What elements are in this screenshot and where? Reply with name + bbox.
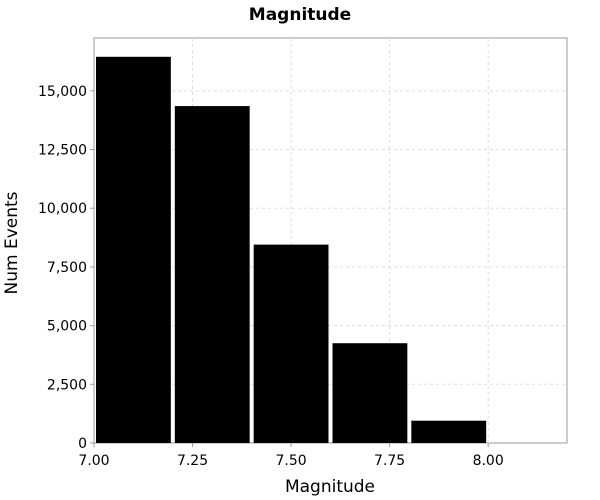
y-tick-label: 7,500 bbox=[47, 260, 87, 276]
y-tick-label: 5,000 bbox=[47, 319, 87, 335]
bars bbox=[96, 56, 487, 444]
histogram-bar bbox=[96, 56, 171, 444]
y-tick-label: 0 bbox=[78, 436, 87, 452]
y-tick-label: 10,000 bbox=[38, 201, 87, 217]
histogram-bar bbox=[332, 343, 408, 443]
y-axis-label: Num Events bbox=[2, 191, 22, 294]
x-tick-label: 7.25 bbox=[177, 453, 208, 469]
x-tick-label: 7.75 bbox=[374, 453, 405, 469]
histogram-bar bbox=[253, 244, 329, 443]
y-axis-ticks: 0 2,500 5,000 7,500 10,000 12,500 15,000 bbox=[38, 84, 94, 452]
x-tick-label: 7.00 bbox=[78, 453, 109, 469]
y-tick-label: 2,500 bbox=[47, 377, 87, 393]
histogram-bar bbox=[411, 420, 487, 443]
x-axis-label: Magnitude bbox=[285, 477, 375, 497]
y-tick-label: 12,500 bbox=[38, 143, 87, 159]
x-tick-label: 7.50 bbox=[275, 453, 306, 469]
x-tick-label: 8.00 bbox=[473, 453, 504, 469]
histogram-bar bbox=[174, 106, 250, 443]
x-axis-ticks: 7.00 7.25 7.50 7.75 8.00 bbox=[78, 443, 504, 469]
y-tick-label: 15,000 bbox=[38, 84, 87, 100]
chart-title: Magnitude bbox=[249, 5, 351, 25]
